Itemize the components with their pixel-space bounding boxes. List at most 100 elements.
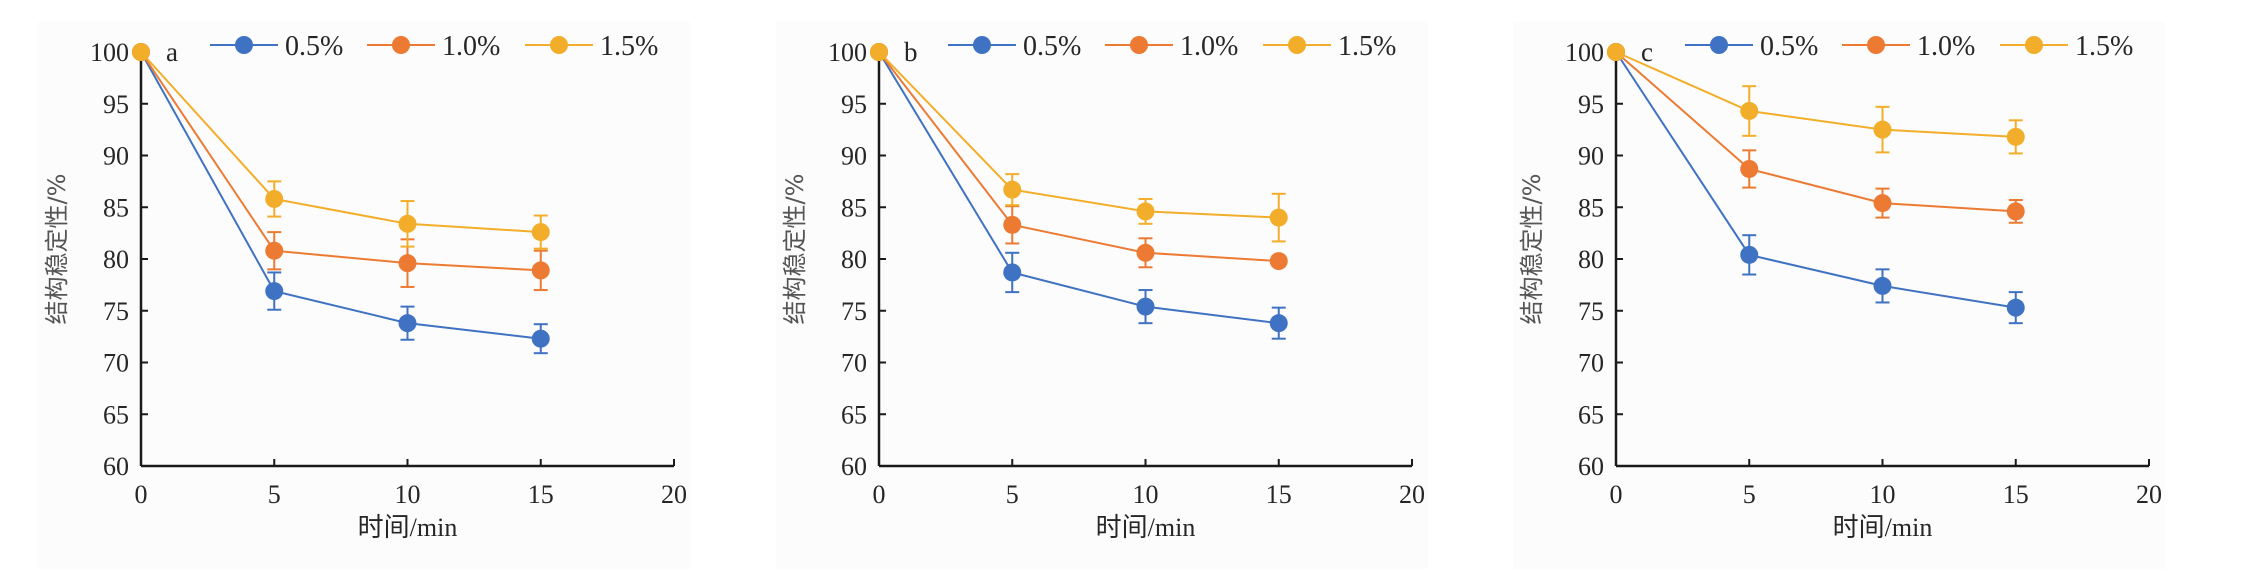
data-point [1136,202,1155,221]
axes: 60 65 70 75 80 85 90 95 100 0 5 10 15 20 [828,38,1425,509]
legend-label: 1.5% [1338,31,1396,62]
data-point [1607,43,1625,61]
y-tick-label: 70 [1578,349,1604,378]
data-point [265,282,284,301]
y-tick-label: 100 [1565,38,1604,67]
data-point [265,241,284,260]
y-tick-label: 75 [103,297,129,326]
legend-marker [2025,36,2043,54]
legend-item-0-5pct: 0.5% [948,31,1081,62]
legend: 0.5% 1.0% 1.5% [1685,31,2133,62]
series-0-5pct [132,43,550,355]
y-tick-label: 75 [1578,297,1604,326]
series-line [1615,51,2016,138]
x-tick-label: 20 [661,480,687,509]
series-0-5pct [1607,43,2025,325]
y-tick-label: 75 [841,297,867,326]
y-axis-title: 结构稳定性/% [1518,174,1546,325]
data-point [265,189,284,208]
legend-item-1-0pct: 1.0% [1105,31,1238,62]
series-line [140,51,541,234]
data-point [1003,263,1022,282]
y-tick-label: 100 [90,38,129,67]
data-point [1269,252,1288,271]
data-point [1740,159,1759,178]
chart-panel-a: 60 65 70 75 80 85 90 95 100 0 5 10 15 20 时间/min 结构稳定性/%… [38,22,690,569]
legend-label: 1.0% [1917,31,1975,62]
series-line [878,51,1279,325]
legend-label: 1.5% [600,31,658,62]
y-tick-label: 80 [841,245,867,274]
data-point [1873,194,1892,213]
legend-marker [1130,36,1148,54]
x-axis-title: 时间/min [358,513,458,542]
legend-marker [973,36,991,54]
series-line [140,51,541,272]
chart-a-svg: 60 65 70 75 80 85 90 95 100 0 5 10 15 20 时间/min 结构稳定性/%… [43,31,687,542]
legend-item-0-5pct: 0.5% [1685,31,1818,62]
panel-letter: a [166,37,178,67]
y-tick-label: 90 [1578,142,1604,171]
data-point [398,254,417,273]
y-tick-label: 100 [828,38,867,67]
legend-marker [1288,36,1306,54]
series-line [878,51,1279,263]
series-line [1615,51,2016,309]
series-1-5pct [1607,43,2025,155]
series-1-5pct [870,43,1288,243]
panel-letter: b [904,37,918,67]
x-tick-label: 0 [873,480,886,509]
legend-item-1-0pct: 1.0% [1842,31,1975,62]
axes: 60 65 70 75 80 85 90 95 100 0 5 10 15 20 [1565,38,2162,509]
chart-b-svg: 60 65 70 75 80 85 90 95 100 0 5 10 15 20 时间/min 结构稳定性/%… [781,31,1425,542]
y-tick-label: 95 [1578,90,1604,119]
legend-item-1-5pct: 1.5% [2000,31,2133,62]
y-tick-label: 65 [1578,400,1604,429]
series-1-0pct [132,43,550,292]
data-point [531,223,550,242]
y-tick-label: 85 [841,193,867,222]
series-0-5pct [870,43,1288,340]
legend-marker [1867,36,1885,54]
legend-marker [1710,36,1728,54]
legend-label: 0.5% [1023,31,1081,62]
y-tick-label: 70 [103,349,129,378]
data-point [2006,127,2025,146]
y-tick-label: 85 [103,193,129,222]
data-point [132,43,150,61]
x-tick-label: 5 [1743,480,1756,509]
data-point [1136,243,1155,262]
legend-item-0-5pct: 0.5% [210,31,343,62]
legend-label: 1.0% [1180,31,1238,62]
x-tick-label: 10 [1870,480,1896,509]
data-point [2006,202,2025,221]
data-point [1269,208,1288,227]
x-axis-title: 时间/min [1096,513,1196,542]
y-axis-title: 结构稳定性/% [781,174,809,325]
x-tick-label: 15 [528,480,554,509]
data-point [398,314,417,333]
panel-letter: c [1641,37,1653,67]
series-line [878,51,1279,219]
y-tick-label: 65 [103,400,129,429]
chart-panel-b: 60 65 70 75 80 85 90 95 100 0 5 10 15 20 时间/min 结构稳定性/%… [776,22,1428,569]
x-tick-label: 10 [395,480,421,509]
legend: 0.5% 1.0% 1.5% [210,31,658,62]
y-tick-label: 60 [103,452,129,481]
y-tick-label: 80 [103,245,129,274]
x-tick-label: 15 [1266,480,1292,509]
legend-item-1-0pct: 1.0% [367,31,500,62]
legend-label: 1.5% [2075,31,2133,62]
chart-panel-c: 60 65 70 75 80 85 90 95 100 0 5 10 15 20 时间/min 结构稳定性/%… [1513,22,2165,569]
data-point [1269,314,1288,333]
y-tick-label: 90 [841,142,867,171]
x-tick-label: 5 [1006,480,1019,509]
y-tick-label: 90 [103,142,129,171]
legend-marker [550,36,568,54]
y-tick-label: 60 [1578,452,1604,481]
legend-label: 0.5% [1760,31,1818,62]
x-tick-label: 0 [1610,480,1623,509]
x-tick-label: 20 [1399,480,1425,509]
legend-marker [235,36,253,54]
data-point [531,261,550,280]
